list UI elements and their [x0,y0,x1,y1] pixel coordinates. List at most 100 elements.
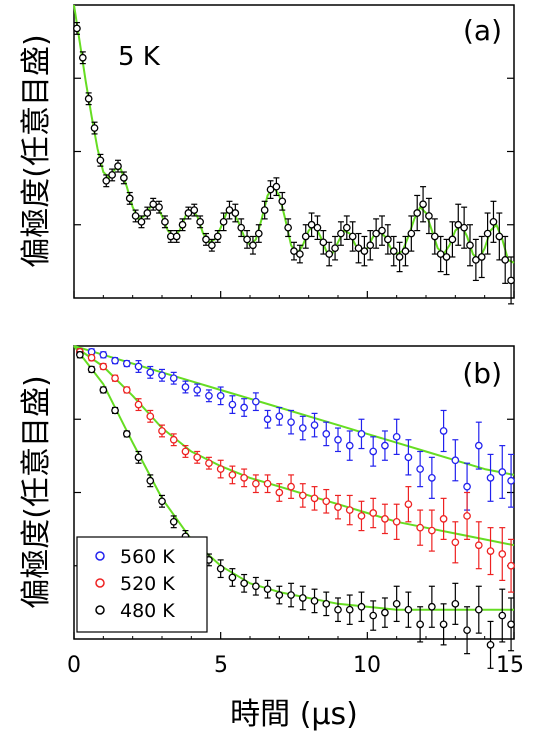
data-point [263,585,272,594]
data-point [389,247,398,255]
data-point [486,547,495,555]
data-point [208,241,216,250]
data-point [225,206,234,214]
data-point [99,362,108,371]
data-point [366,241,375,250]
data-point [146,368,155,377]
data-point [73,24,81,33]
data-point [489,217,498,226]
data-point [216,564,225,573]
data-point [252,582,260,591]
data-point [392,599,401,608]
data-point [381,608,389,617]
data-point [190,206,199,214]
data-point [252,479,260,488]
data-point [392,432,401,441]
legend-marker-520k [95,578,105,588]
data-point [284,223,292,232]
data-point [240,579,248,588]
data-point [472,256,480,264]
data-point [498,611,507,620]
legend-label-560k: 560 K [120,546,175,568]
data-point [240,403,248,412]
data-point [161,217,169,226]
data-point [428,602,436,611]
data-point [369,447,378,456]
data-point [108,171,116,179]
data-point [442,253,451,261]
panel-a-ticks [73,77,515,298]
data-point [419,200,427,209]
data-point [401,247,410,255]
data-point [196,217,204,226]
data-point [111,356,119,365]
data-point [249,241,257,250]
data-point [184,209,193,217]
fit-line [73,345,515,547]
data-point [205,391,213,400]
data-point [507,561,515,570]
data-point [474,541,483,550]
data-point [322,430,331,438]
data-point [137,217,146,226]
data-point [231,209,240,217]
panel-b-label: (b) [462,357,502,390]
data-point [430,232,439,241]
data-point [296,250,304,258]
data-point [263,479,272,488]
data-point [228,471,237,479]
data-point [439,620,448,629]
data-point [307,220,316,229]
data-point [102,176,111,185]
data-point [425,212,433,220]
legend-label-520k: 520 K [120,573,175,595]
x-tick-label: 15 [496,653,524,678]
data-point [360,247,369,255]
data-point [252,397,260,406]
panel-a-label: (a) [463,14,502,47]
data-point [287,482,295,491]
data-point [454,220,463,229]
data-point [392,517,401,526]
panel-a: (a) 5 K 偏極度(任意目盛) [19,4,515,305]
data-point [99,350,108,359]
data-point [263,415,272,424]
data-point [90,124,99,132]
x-tick-label: 10 [353,653,381,678]
data-point [369,611,378,620]
data-point [372,229,380,238]
data-point [495,232,504,241]
data-point [369,509,378,517]
x-tick-label: 0 [67,653,81,678]
panel-b-points [76,348,515,669]
data-point [357,602,366,611]
data-point [266,185,275,194]
data-point [134,362,143,371]
data-point [122,359,131,368]
data-point [219,217,228,226]
data-point [149,200,158,209]
data-point [342,223,351,232]
data-point [114,162,122,170]
data-point [193,386,202,394]
data-point [413,209,422,217]
data-point [99,386,108,394]
data-point [498,550,507,558]
data-point [158,497,166,506]
data-point [404,605,413,614]
data-point [404,500,413,509]
data-point [96,156,105,165]
legend-marker-480k [95,605,105,615]
data-point [466,241,474,250]
data-point [463,626,471,635]
data-point [507,476,515,485]
data-point [354,244,363,253]
data-point [213,232,222,241]
data-point [143,209,152,217]
data-point [134,453,143,462]
data-point [439,427,448,435]
data-point [345,605,354,614]
data-point [131,212,140,220]
data-point [337,229,345,238]
